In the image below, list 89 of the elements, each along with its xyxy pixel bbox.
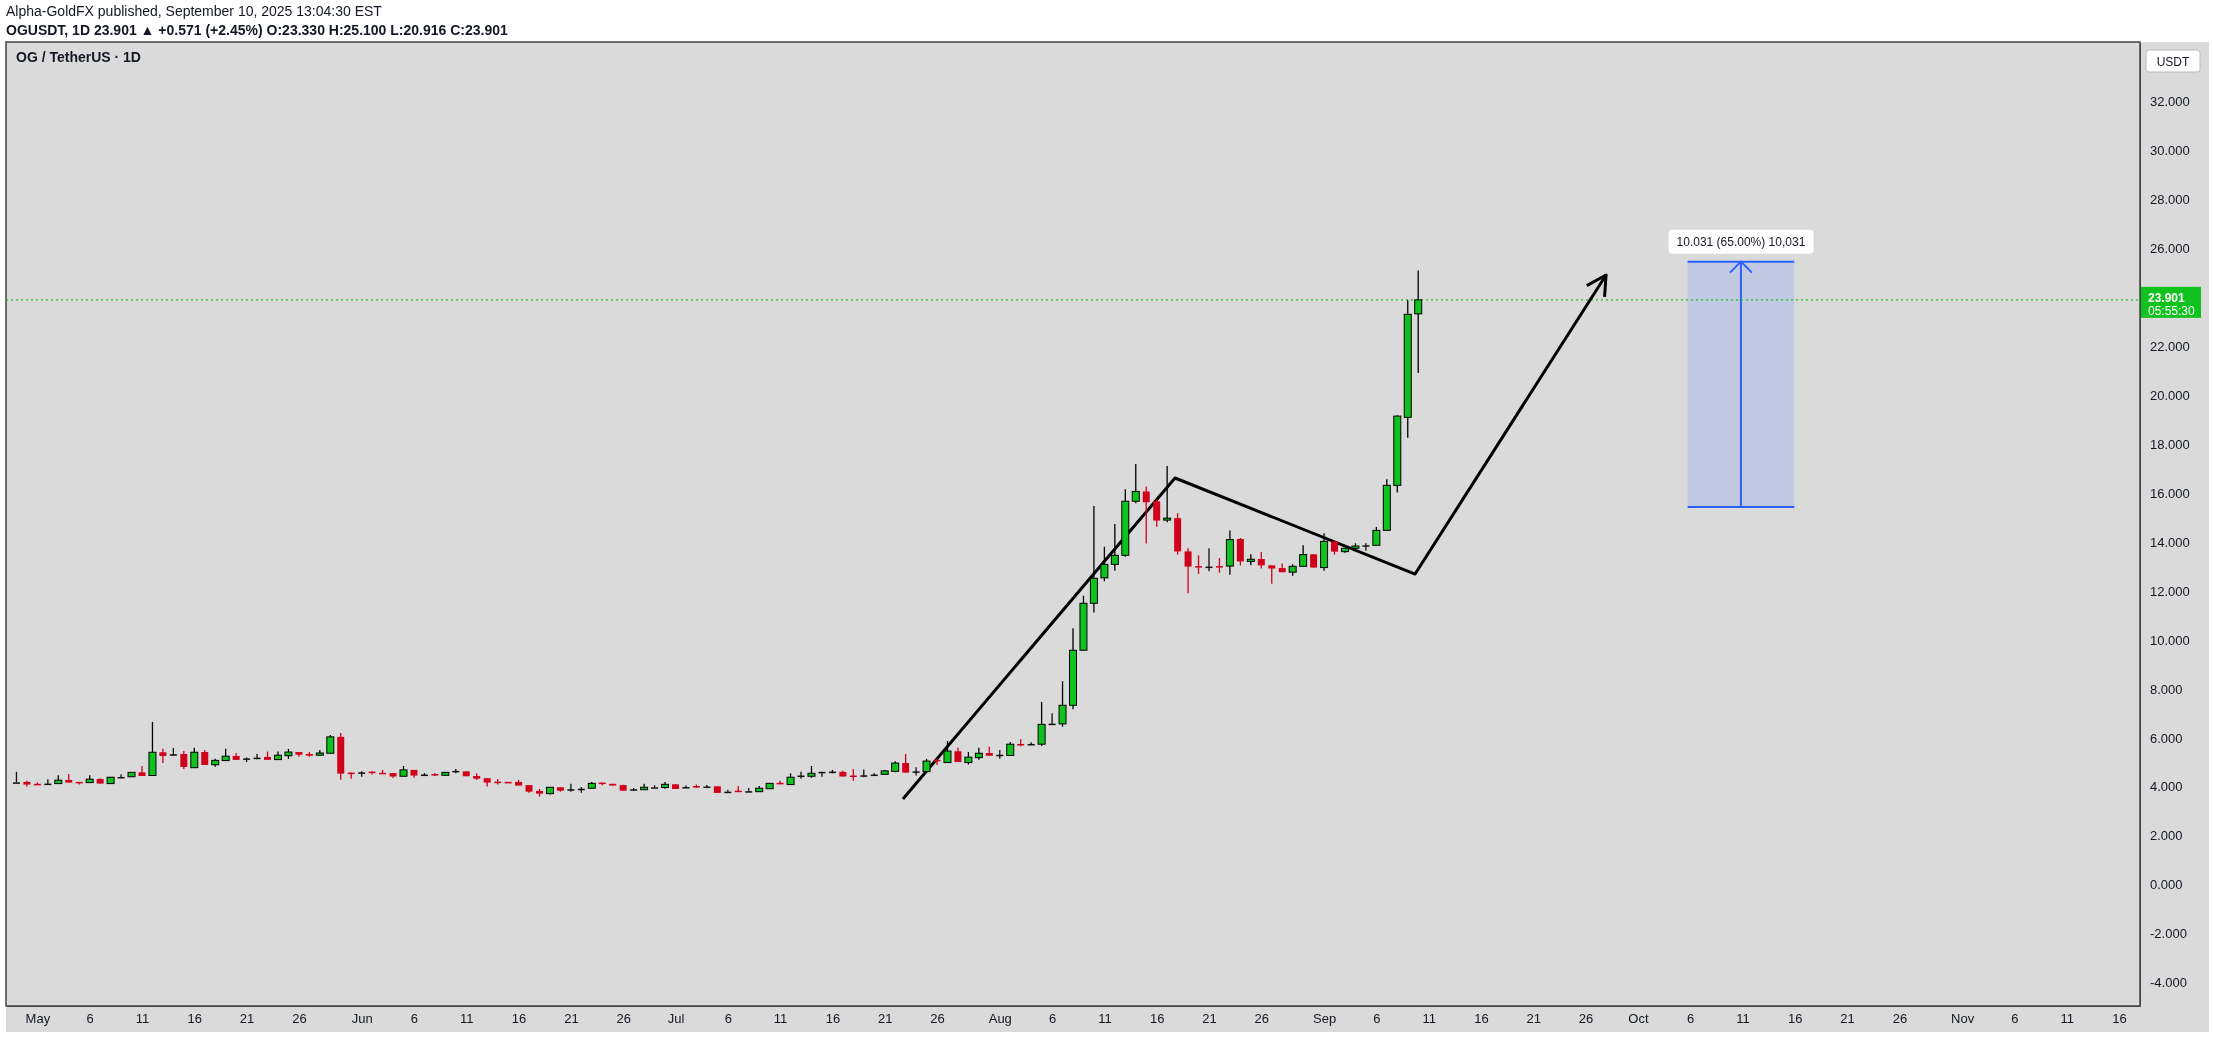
x-tick-label: 11 [135,1011,150,1027]
x-tick-label: Oct [1628,1011,1649,1027]
y-tick-label: 32.000 [2150,94,2190,110]
y-tick-label: -4.000 [2150,975,2187,991]
y-tick-label: 28.000 [2150,192,2190,208]
candlestick [1153,498,1161,528]
y-tick-label: 30.000 [2150,143,2190,159]
x-tick-label: 11 [1422,1011,1436,1027]
y-tick-label: 6.000 [2150,730,2183,746]
y-tick-label: 8.000 [2150,681,2183,697]
text: 05:55:30 [2148,303,2196,318]
candlestick [190,747,199,769]
candlestick [1037,701,1046,747]
x-tick-label: 26 [616,1011,631,1027]
x-tick-label: 26 [930,1011,945,1027]
x-tick-label: 6 [410,1011,419,1027]
x-tick-label: 26 [1892,1011,1908,1027]
y-tick-label: -2.000 [2150,926,2187,942]
x-tick-label: 26 [1254,1011,1270,1027]
x-tick-label: 16 [825,1011,841,1027]
x-tick-label: 21 [1202,1011,1217,1027]
candlestick [1195,554,1203,575]
candlestick [148,721,157,777]
x-tick-label: 16 [2112,1011,2127,1027]
y-tick-label: 4.000 [2150,779,2183,795]
candlestick [1110,523,1119,572]
x-tick-label: 6 [2011,1011,2019,1027]
x-tick-label: 16 [1149,1011,1165,1027]
candlestick [1362,542,1370,552]
candlestick [1163,465,1172,523]
ref-line-label: 23.901 [2148,290,2186,305]
y-tick-label: 2.000 [2150,828,2183,844]
candlestick [943,740,952,764]
candlestick [912,766,920,777]
x-tick-label: 6 [1687,1011,1695,1027]
candlestick [1100,546,1109,582]
x-tick-label: 11 [1736,1011,1750,1027]
candlestick [138,765,146,777]
x-tick-label: 21 [239,1011,255,1027]
y-tick-label: 14.000 [2150,534,2190,550]
x-tick-label: 6 [724,1011,732,1027]
x-tick-label: 21 [1526,1011,1542,1027]
y-tick-label: 12.000 [2150,583,2190,599]
x-tick-label: 6 [1373,1011,1381,1027]
candlestick [902,753,910,774]
candlestick [1236,537,1244,566]
candlestick [1299,544,1308,567]
x-tick-label: 6 [86,1011,94,1027]
y-tick-label: 10.000 [2150,632,2190,648]
candlestick [1058,680,1067,728]
candlestick [1268,564,1276,585]
candlestick [1184,547,1192,594]
x-tick-label: 26 [1578,1011,1594,1027]
x-tick-label: 16 [1788,1011,1803,1027]
x-tick-label: 11 [460,1011,474,1027]
x-tick-label: 21 [1840,1011,1855,1027]
y-tick-label: 20.000 [2150,387,2190,403]
x-tick-label: May [25,1011,51,1027]
y-tick-label: 22.000 [2150,339,2190,355]
band-label: 10.031 (65.00%) 10,031 [1676,234,1806,249]
y-tick-label: 0.000 [2150,877,2183,893]
candlestick [1142,485,1150,545]
x-tick-label: 11 [2060,1011,2075,1027]
text: USDT [2156,55,2190,69]
candlestick [1131,463,1140,504]
x-tick-label: 6 [1048,1011,1057,1027]
x-tick-label: Jul [667,1011,685,1027]
x-tick-label: 16 [187,1011,203,1027]
x-tick-label: Jun [351,1011,373,1027]
x-tick-label: 11 [773,1011,788,1027]
y-tick-label: 26.000 [2150,241,2190,257]
x-tick-label: Sep [1312,1011,1337,1027]
text: Alpha-GoldFX published, September 10, 2025 13:04:30 EST [6,3,383,19]
x-tick-label: Nov [1951,1011,1975,1027]
candlestick [326,734,335,754]
text: OGUSDT, 1D 23.901 ▲ +0.571 (+2.45%) O:23.330 H:25.100 L:20.916 C:23.901 [6,22,509,38]
text: OG / TetherUS · 1D [16,49,141,65]
x-tick-label: 21 [877,1011,893,1027]
x-tick-label: 11 [1098,1011,1112,1027]
candlestick [159,748,167,764]
x-tick-label: Aug [988,1011,1012,1027]
x-tick-label: 16 [1474,1011,1489,1027]
y-tick-label: 18.000 [2150,436,2190,452]
candlestick [1372,526,1381,546]
x-tick-label: 26 [292,1011,307,1027]
x-tick-label: 16 [511,1011,527,1027]
candlestick [567,783,575,793]
x-tick-label: 21 [564,1011,579,1027]
y-tick-label: 16.000 [2150,485,2190,501]
